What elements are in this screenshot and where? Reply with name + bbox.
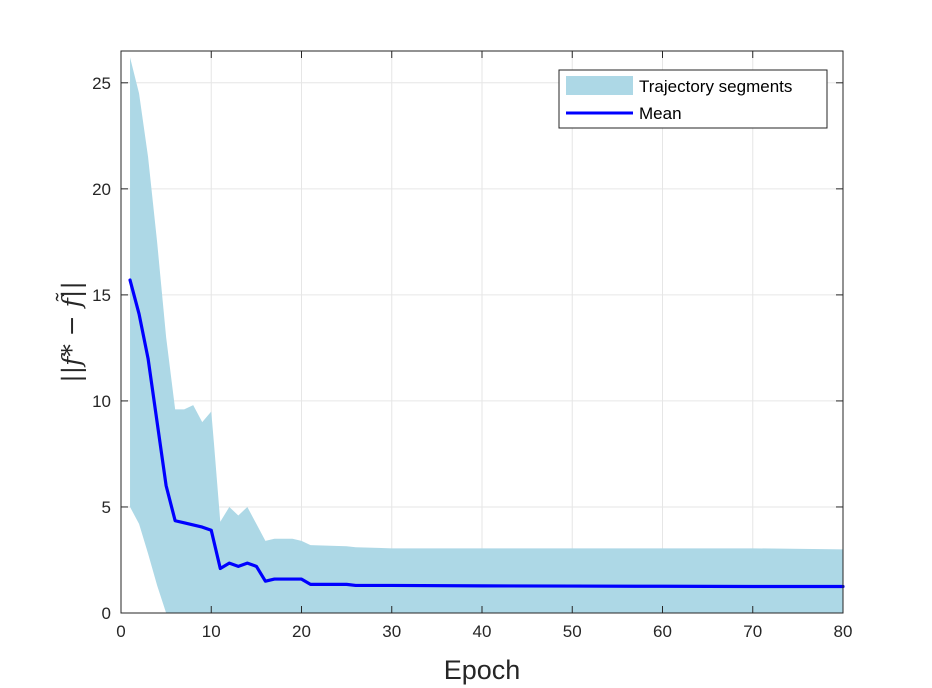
x-tick-label: 60 — [653, 622, 672, 641]
legend-label-band: Trajectory segments — [639, 77, 792, 96]
x-tick-label: 70 — [743, 622, 762, 641]
x-tick-label: 10 — [202, 622, 221, 641]
line-layer — [128, 278, 845, 589]
mean-line — [128, 278, 845, 589]
x-axis-label: Epoch — [444, 655, 521, 685]
x-tick-label: 20 — [292, 622, 311, 641]
x-tick-label: 80 — [834, 622, 853, 641]
ticks: 0 10 20 30 40 50 60 70 80 0 5 10 15 20 25 — [92, 51, 852, 641]
y-tick-label: 10 — [92, 392, 111, 411]
legend-label-line: Mean — [639, 104, 682, 123]
x-tick-label: 0 — [116, 622, 125, 641]
y-tick-label: 0 — [102, 604, 111, 623]
legend: Trajectory segments Mean — [558, 69, 828, 129]
band-layer — [130, 57, 843, 614]
x-tick-label: 40 — [473, 622, 492, 641]
y-axis-label-text: ||f* − f̃|| — [57, 281, 87, 383]
y-tick-label: 25 — [92, 74, 111, 93]
x-tick-label: 50 — [563, 622, 582, 641]
grid — [121, 51, 843, 613]
y-tick-label: 15 — [92, 286, 111, 305]
y-axis-label: ||f* − f̃|| — [57, 281, 87, 383]
y-tick-label: 20 — [92, 180, 111, 199]
x-tick-label: 30 — [382, 622, 401, 641]
band-area — [130, 57, 843, 614]
legend-swatch-band — [566, 76, 633, 95]
y-tick-label: 5 — [102, 498, 111, 517]
